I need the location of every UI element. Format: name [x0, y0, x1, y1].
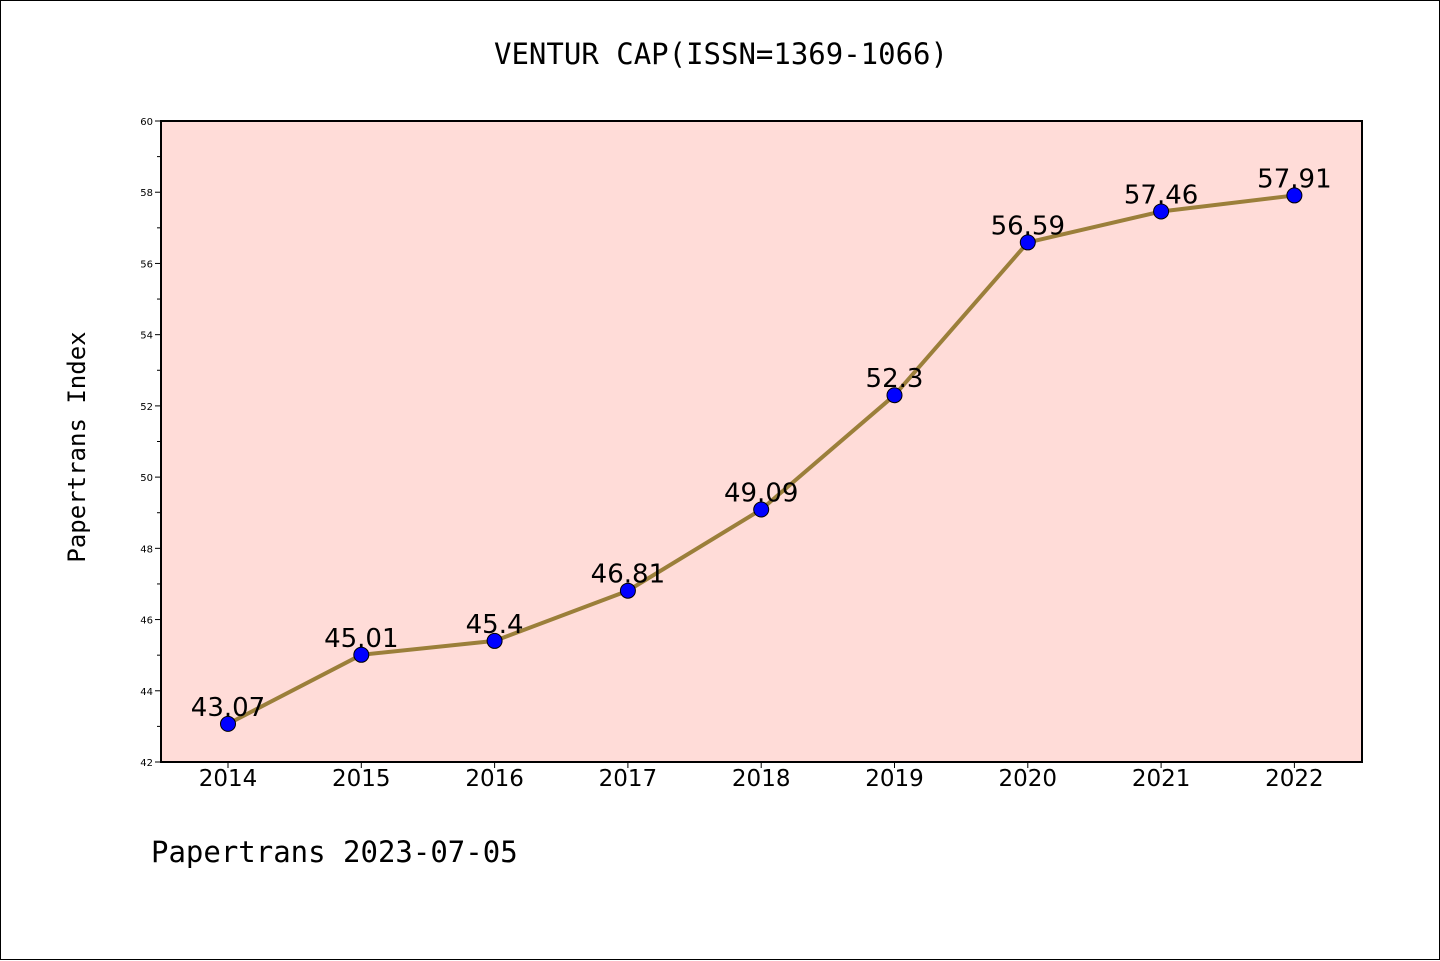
x-tick-label: 2018 — [732, 766, 791, 792]
x-tick-label: 2021 — [1132, 766, 1191, 792]
y-tick-label: 52 — [140, 402, 153, 413]
x-tick-label: 2015 — [332, 766, 391, 792]
x-tick-label: 2017 — [599, 766, 658, 792]
data-label: 57.91 — [1257, 164, 1331, 194]
data-label: 45.4 — [466, 610, 524, 640]
y-tick-label: 44 — [140, 687, 153, 698]
data-point — [486, 632, 503, 649]
chart-title: VENTUR CAP(ISSN=1369-1066) — [494, 37, 948, 71]
y-tick-label: 50 — [140, 473, 153, 484]
data-label: 56.59 — [991, 211, 1065, 241]
x-tick-label: 2020 — [999, 766, 1058, 792]
data-point — [1286, 187, 1303, 204]
y-tick-label: 54 — [140, 331, 153, 342]
data-label: 57.46 — [1124, 180, 1198, 210]
data-point — [1153, 203, 1170, 220]
data-label: 52.3 — [866, 364, 924, 394]
x-tick-label: 2022 — [1265, 766, 1324, 792]
data-point — [220, 715, 236, 732]
data-label: 45.01 — [324, 624, 398, 654]
data-point — [619, 582, 636, 599]
y-tick-label: 42 — [140, 758, 153, 769]
x-tick-label: 2019 — [865, 766, 924, 792]
y-tick-label: 46 — [140, 616, 153, 627]
plot-border — [160, 120, 1363, 763]
data-point — [353, 646, 370, 663]
data-point — [753, 501, 770, 518]
y-tick-label: 60 — [140, 117, 153, 128]
x-tick-label: 2014 — [199, 766, 258, 792]
chart-footer: Papertrans 2023-07-05 — [151, 835, 518, 869]
y-tick-label: 58 — [140, 188, 153, 199]
data-point — [886, 387, 903, 404]
y-tick-label: 56 — [140, 259, 153, 270]
data-point — [1019, 234, 1036, 251]
data-label: 46.81 — [591, 560, 665, 590]
data-label: 43.07 — [191, 693, 265, 723]
x-tick-label: 2016 — [465, 766, 524, 792]
data-label: 49.09 — [724, 479, 798, 509]
y-tick-label: 48 — [140, 544, 153, 555]
